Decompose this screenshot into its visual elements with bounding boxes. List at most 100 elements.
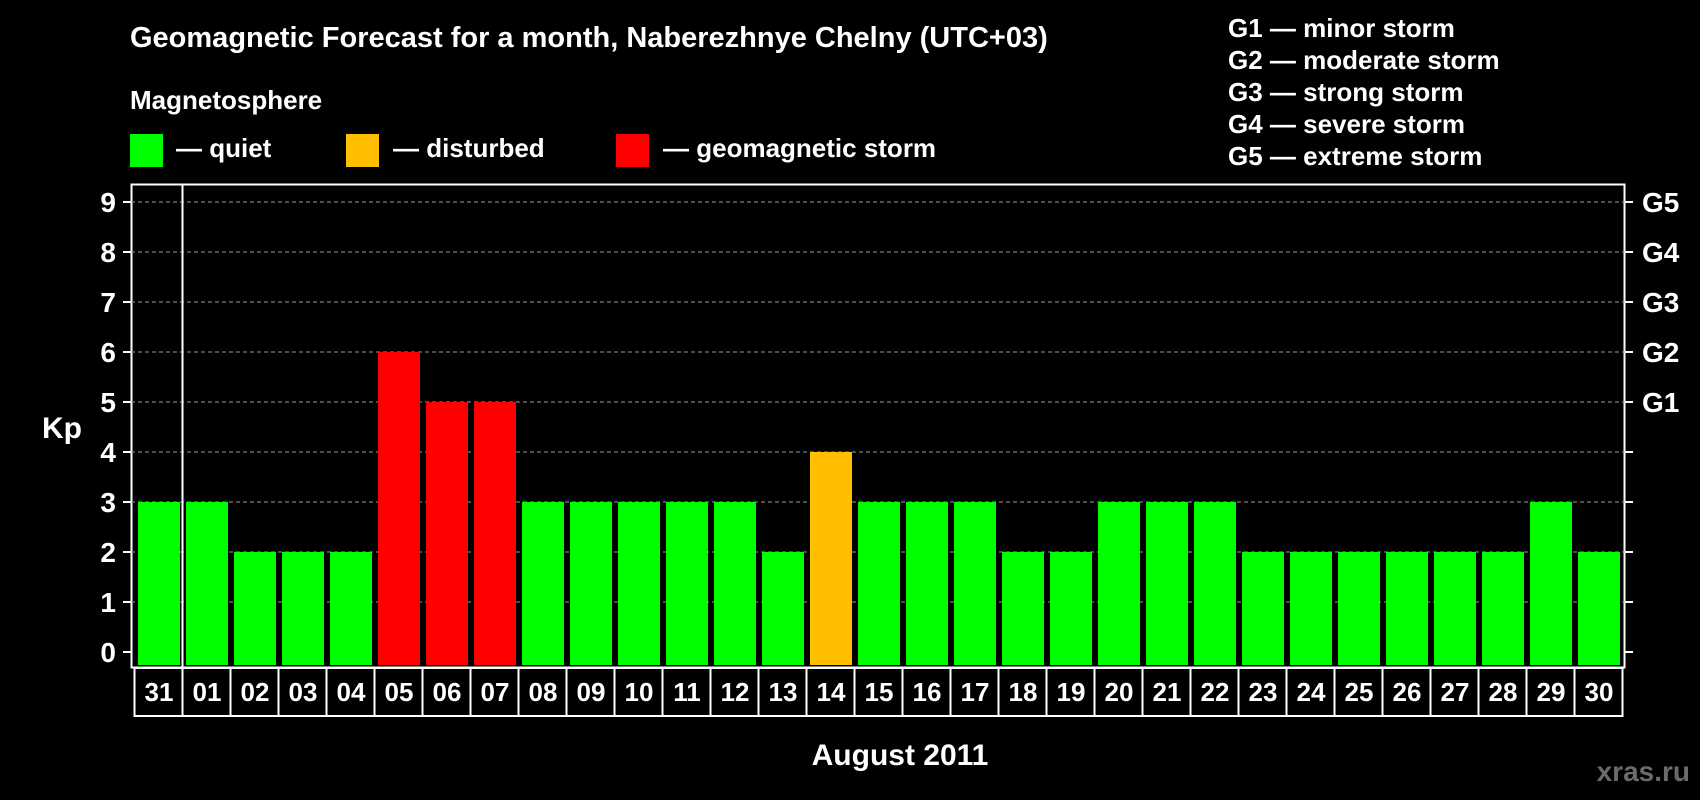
storm-scale-g5: G5 — extreme storm [1228, 141, 1482, 171]
bar-09 [570, 502, 612, 665]
bar-04 [330, 552, 372, 665]
y-tick-label: 3 [100, 487, 116, 518]
bar-10 [618, 502, 660, 665]
bar-25 [1338, 552, 1380, 665]
x-tick-label: 05 [385, 677, 414, 707]
x-tick-label: 17 [961, 677, 990, 707]
g-scale-label: G4 [1642, 237, 1680, 268]
g-scale-label: G5 [1642, 187, 1679, 218]
bar-29 [1530, 502, 1572, 665]
y-tick-label: 2 [100, 537, 116, 568]
bar-01 [186, 502, 228, 665]
bar-31 [138, 502, 180, 665]
x-tick-label: 27 [1441, 677, 1470, 707]
x-tick-label: 21 [1153, 677, 1182, 707]
legend-swatch-quiet [130, 134, 163, 167]
y-tick-label: 8 [100, 237, 116, 268]
x-tick-label: 09 [577, 677, 606, 707]
x-tick-label: 12 [721, 677, 750, 707]
bar-20 [1098, 502, 1140, 665]
legend-label-storm: — geomagnetic storm [663, 133, 936, 163]
x-tick-label: 13 [769, 677, 798, 707]
bar-11 [666, 502, 708, 665]
storm-scale: G1 — minor storm G2 — moderate storm G3 … [1228, 13, 1500, 171]
bar-05 [378, 352, 420, 665]
x-tick-label: 16 [913, 677, 942, 707]
y-tick-label: 5 [100, 387, 116, 418]
y-tick-label: 4 [100, 437, 116, 468]
bar-14 [810, 452, 852, 665]
x-tick-label: 14 [817, 677, 846, 707]
chart-title: Geomagnetic Forecast for a month, Nabere… [130, 22, 1048, 54]
legend-swatch-disturbed [346, 134, 379, 167]
y-axis-label: Kp [42, 412, 82, 445]
x-tick-label: 30 [1585, 677, 1614, 707]
bar-23 [1242, 552, 1284, 665]
g-scale-label: G1 [1642, 387, 1679, 418]
x-tick-label: 23 [1249, 677, 1278, 707]
x-tick-label: 18 [1009, 677, 1038, 707]
y-tick-label: 0 [100, 637, 116, 668]
legend: — quiet — disturbed — geomagnetic storm [130, 133, 936, 167]
bar-13 [762, 552, 804, 665]
x-tick-label: 08 [529, 677, 558, 707]
legend-label-quiet: — quiet [176, 133, 272, 163]
bar-27 [1434, 552, 1476, 665]
legend-label-disturbed: — disturbed [393, 133, 545, 163]
x-tick-label: 28 [1489, 677, 1518, 707]
bar-30 [1578, 552, 1620, 665]
bar-06 [426, 402, 468, 665]
y-tick-label: 9 [100, 187, 116, 218]
x-tick-label: 04 [337, 677, 366, 707]
storm-scale-g3: G3 — strong storm [1228, 77, 1463, 107]
g-scale-axis: G1 G2 G3 G4 G5 [1625, 187, 1680, 653]
bar-19 [1050, 552, 1092, 665]
x-tick-label: 10 [625, 677, 654, 707]
x-tick-label: 11 [673, 677, 701, 707]
x-tick-label: 22 [1201, 677, 1230, 707]
bar-17 [954, 502, 996, 665]
x-tick-label: 15 [865, 677, 894, 707]
bars [138, 352, 1620, 665]
bar-16 [906, 502, 948, 665]
x-tick-label: 31 [145, 677, 174, 707]
bar-08 [522, 502, 564, 665]
x-tick-label: 03 [289, 677, 318, 707]
x-axis-label: August 2011 [812, 739, 989, 772]
storm-scale-g1: G1 — minor storm [1228, 13, 1455, 43]
x-tick-label: 24 [1297, 677, 1326, 707]
x-tick-label: 25 [1345, 677, 1374, 707]
x-tick-label: 26 [1393, 677, 1422, 707]
x-tick-label: 06 [433, 677, 462, 707]
y-tick-label: 6 [100, 337, 116, 368]
legend-title: Magnetosphere [130, 85, 322, 115]
bar-21 [1146, 502, 1188, 665]
g-scale-label: G2 [1642, 337, 1679, 368]
g-scale-label: G3 [1642, 287, 1679, 318]
x-tick-label: 19 [1057, 677, 1086, 707]
x-tick-label: 29 [1537, 677, 1566, 707]
bar-18 [1002, 552, 1044, 665]
x-tick-label: 01 [193, 677, 222, 707]
y-tick-label: 1 [100, 587, 116, 618]
y-axis: 0 1 2 3 4 5 6 7 8 9 [100, 187, 131, 668]
bar-07 [474, 402, 516, 665]
storm-scale-g4: G4 — severe storm [1228, 109, 1465, 139]
x-tick-label: 20 [1105, 677, 1134, 707]
bar-28 [1482, 552, 1524, 665]
legend-swatch-storm [616, 134, 649, 167]
bar-03 [282, 552, 324, 665]
bar-15 [858, 502, 900, 665]
bar-12 [714, 502, 756, 665]
bar-24 [1290, 552, 1332, 665]
bar-26 [1386, 552, 1428, 665]
x-axis: 31 01 02 03 04 05 06 07 08 09 10 11 12 13 14 15 16 17 18 19… [133, 667, 1624, 717]
x-tick-label: 02 [241, 677, 270, 707]
y-tick-label: 7 [100, 287, 116, 318]
storm-scale-g2: G2 — moderate storm [1228, 45, 1500, 75]
x-tick-label: 07 [481, 677, 510, 707]
day-strip [133, 667, 1624, 717]
bar-02 [234, 552, 276, 665]
watermark: xras.ru [1597, 756, 1690, 787]
